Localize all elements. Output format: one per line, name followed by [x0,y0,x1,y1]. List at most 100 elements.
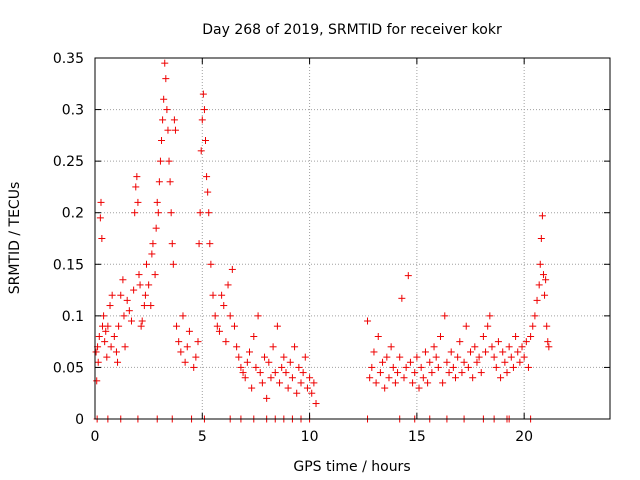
data-point [98,235,106,242]
data-point [542,276,550,284]
data-point [123,296,131,304]
axes: 0 0.05 0.1 0.15 0.2 0.25 0.3 0.35 0 5 10 15 20 [53,51,610,445]
data-point [406,358,414,366]
y-tick-label: 0.15 [53,257,84,273]
data-point [228,265,236,273]
data-point [130,286,138,294]
data-point [415,384,423,392]
data-point [383,353,391,361]
data-point [462,322,470,330]
data-point [138,317,146,325]
data-point [381,384,389,392]
data-point [112,348,120,356]
data-point [482,348,490,356]
data-point [271,369,279,377]
data-point [391,379,399,387]
data-point [102,327,110,335]
x-tick-label: 10 [301,429,319,445]
data-point [439,379,447,387]
data-point [368,363,376,371]
data-point [301,353,309,361]
data-point [160,95,168,103]
data-point [516,358,524,366]
data-point [152,224,160,232]
data-point [413,353,421,361]
data-point [436,332,444,340]
data-point [531,312,539,320]
data-point [273,322,281,330]
data-point [364,317,372,325]
data-point [183,343,191,351]
data-point [366,374,374,382]
data-point [248,384,256,392]
data-point [153,198,161,206]
data-point [430,343,438,351]
data-point [226,312,234,320]
data-point [533,296,541,304]
data-point [488,343,496,351]
y-tick-label: 0.1 [62,309,84,325]
data-point [475,353,483,361]
data-point [501,358,509,366]
data-point [133,173,141,181]
data-point [308,389,316,397]
data-point [137,322,145,330]
data-point [95,332,103,340]
data-point [267,374,275,382]
data-point [402,363,410,371]
grid-lines [95,58,610,419]
x-tick-label: 15 [408,429,426,445]
data-point [136,281,144,289]
data-point [120,312,128,320]
data-point [162,75,170,83]
data-point [458,369,466,377]
data-point [469,374,477,382]
data-point [119,276,127,284]
data-point [215,327,223,335]
data-point [424,379,432,387]
data-point [545,343,553,351]
data-point [404,272,412,280]
data-point [276,379,284,387]
data-point [143,260,150,268]
data-point [175,338,183,346]
data-point [473,358,481,366]
data-point [196,209,204,217]
data-point [110,332,118,340]
x-tick-label: 5 [198,429,207,445]
data-point [140,302,148,310]
data-point [121,343,129,351]
data-point [529,322,537,330]
data-point [263,394,271,402]
data-point [421,348,429,356]
data-point [265,358,273,366]
data-point [524,363,532,371]
data-point [299,369,307,377]
data-point [387,343,395,351]
data-point [460,358,468,366]
data-point [278,363,286,371]
data-point [432,353,440,361]
data-point [520,353,528,361]
data-point [269,343,277,351]
data-point [394,369,402,377]
data-point [211,312,219,320]
data-point [151,271,159,279]
data-point [539,271,547,279]
data-point [541,291,549,299]
data-point [220,302,228,310]
data-point [233,343,241,351]
data-point [165,157,173,165]
data-point [127,317,135,325]
data-point [522,338,530,346]
data-point [166,178,174,186]
data-point [161,59,169,67]
data-point [310,379,318,387]
data-point [115,322,123,330]
data-point [202,137,210,145]
data-point [288,374,296,382]
data-point [190,363,198,371]
data-point [447,348,455,356]
data-point [198,116,206,124]
data-point [94,358,102,366]
